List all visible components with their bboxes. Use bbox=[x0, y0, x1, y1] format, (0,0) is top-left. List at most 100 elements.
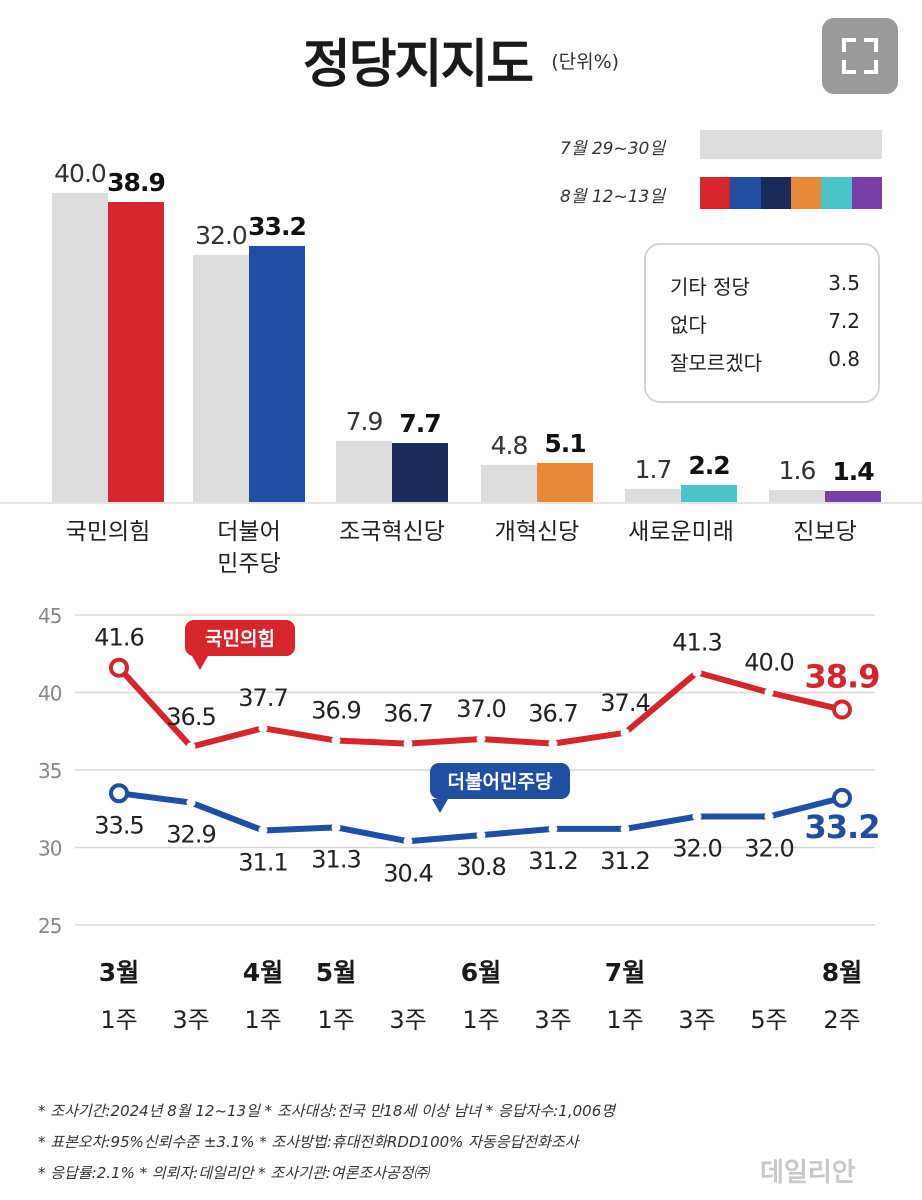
data-point bbox=[331, 736, 341, 746]
footer-line: * 응답률:2.1% * 의뢰자:데일리안 * 조사기관:여론조사공정㈜ bbox=[38, 1164, 429, 1182]
legend-current-label: 8월 12~13일 bbox=[560, 187, 666, 207]
callout-dpk-tail bbox=[432, 799, 448, 813]
bar-current bbox=[392, 442, 448, 502]
party-name: 조국혁신당 bbox=[316, 516, 468, 548]
data-point bbox=[548, 824, 558, 834]
x-month-label: 3월 bbox=[99, 958, 139, 987]
data-point bbox=[331, 822, 341, 832]
data-point bbox=[692, 667, 702, 677]
x-week-label: 3주 bbox=[534, 1006, 571, 1034]
legend-color-chip bbox=[760, 177, 791, 209]
x-week-label: 3주 bbox=[172, 1006, 209, 1034]
other-label: 없다 bbox=[670, 313, 707, 337]
legend-color-chip bbox=[790, 177, 822, 209]
other-label: 잘모르겠다 bbox=[670, 351, 762, 375]
x-month-label: 4월 bbox=[243, 958, 283, 987]
legend-color-chip bbox=[700, 177, 731, 209]
data-point-endpoint bbox=[832, 787, 852, 808]
legend-previous-swatch bbox=[700, 130, 882, 159]
callout-dpk-label: 더불어민주당 bbox=[448, 771, 553, 793]
other-value: 7.2 bbox=[828, 309, 860, 333]
footer-line: * 표본오차:95%신뢰수준 ±3.1% * 조사방법:휴대전화RDD100% … bbox=[38, 1133, 579, 1151]
data-point bbox=[186, 798, 196, 808]
party-name-line: 민주당 bbox=[217, 551, 281, 577]
data-label-ppp: 36.9 bbox=[311, 697, 360, 725]
y-tick-label: 45 bbox=[38, 604, 61, 628]
data-label-dpk: 30.8 bbox=[456, 853, 505, 881]
bar-label-current: 38.9 bbox=[107, 167, 166, 197]
bar-label-current: 5.1 bbox=[544, 428, 586, 458]
party-name-line: 국민의힘 bbox=[65, 519, 151, 545]
data-point bbox=[620, 824, 630, 834]
watermark-logo: 데일리안 bbox=[760, 1158, 856, 1188]
unit-label: (단위%) bbox=[551, 51, 620, 73]
x-week-label: 1주 bbox=[317, 1006, 354, 1034]
data-point bbox=[186, 742, 196, 752]
bar-current bbox=[681, 485, 737, 502]
data-label-dpk: 31.3 bbox=[311, 845, 360, 873]
x-week-label: 1주 bbox=[606, 1006, 643, 1034]
callout-ppp-label: 국민의힘 bbox=[205, 628, 275, 650]
data-label-dpk: 33.2 bbox=[805, 808, 880, 846]
bar-label-current: 1.4 bbox=[832, 457, 874, 487]
party-name: 개혁신당 bbox=[461, 516, 613, 548]
legend-previous-label: 7월 29~30일 bbox=[560, 139, 666, 159]
legend-current-swatch bbox=[700, 177, 882, 209]
data-label-ppp: 36.7 bbox=[528, 700, 577, 728]
bar-previous bbox=[193, 254, 249, 502]
data-point bbox=[476, 830, 486, 840]
bar-current bbox=[249, 245, 305, 502]
bar-current bbox=[537, 462, 593, 502]
data-label-ppp: 36.5 bbox=[166, 703, 215, 731]
data-point bbox=[764, 812, 774, 821]
footer-line: * 조사기간:2024년 8월 12~13일 * 조사대상:전국 만18세 이상… bbox=[38, 1102, 616, 1120]
others-box: 기타 정당 3.5 없다 7.2 잘모르겠다 0.8 bbox=[644, 243, 880, 403]
bar-current bbox=[108, 201, 164, 502]
data-point bbox=[258, 723, 268, 733]
party-name: 국민의힘 bbox=[32, 516, 184, 548]
other-value: 0.8 bbox=[828, 347, 860, 371]
x-week-label: 1주 bbox=[244, 1006, 281, 1034]
data-point bbox=[476, 734, 486, 744]
bar-baseline bbox=[0, 502, 922, 504]
bar-label-previous: 4.8 bbox=[490, 430, 529, 460]
data-point bbox=[403, 836, 413, 846]
data-label-ppp: 38.9 bbox=[805, 658, 880, 696]
data-label-dpk: 31.2 bbox=[600, 847, 649, 875]
callout-dpk-box bbox=[430, 763, 570, 799]
data-label-dpk: 32.9 bbox=[166, 821, 215, 849]
x-month-label: 5월 bbox=[316, 958, 356, 987]
legend-color-chip bbox=[821, 177, 852, 209]
x-month-label: 6월 bbox=[461, 958, 501, 987]
data-label-dpk: 32.0 bbox=[672, 835, 721, 863]
data-point bbox=[258, 825, 268, 835]
bar-label-previous: 1.7 bbox=[634, 454, 673, 484]
data-label-ppp: 37.0 bbox=[456, 695, 505, 723]
x-week-label: 1주 bbox=[462, 1006, 499, 1034]
bar-label-previous: 7.9 bbox=[345, 407, 384, 436]
party-name-line: 새로운미래 bbox=[628, 519, 734, 545]
legend-color-chip bbox=[851, 177, 882, 209]
data-point bbox=[692, 812, 702, 821]
data-label-ppp: 37.4 bbox=[600, 689, 649, 717]
data-point bbox=[548, 739, 558, 749]
y-tick-label: 30 bbox=[38, 837, 62, 861]
party-name-line: 진보당 bbox=[793, 519, 857, 545]
bar-current bbox=[825, 491, 881, 502]
x-month-label: 8월 bbox=[822, 958, 862, 987]
bar-previous bbox=[336, 441, 392, 502]
x-week-label: 1주 bbox=[100, 1006, 137, 1034]
data-label-dpk: 32.0 bbox=[744, 835, 793, 863]
data-point bbox=[403, 739, 413, 749]
bar-label-current: 33.2 bbox=[248, 211, 307, 241]
bar-label-previous: 40.0 bbox=[54, 159, 107, 189]
expand-button[interactable] bbox=[822, 18, 898, 94]
x-week-label: 2주 bbox=[823, 1006, 860, 1034]
y-tick-label: 25 bbox=[38, 914, 61, 938]
legend-color-chip bbox=[730, 177, 761, 209]
callout-ppp-box bbox=[185, 620, 295, 656]
party-name: 새로운미래 bbox=[605, 516, 757, 548]
data-point bbox=[764, 688, 774, 697]
party-name: 진보당 bbox=[749, 516, 901, 548]
line-chart: 45 40 35 30 25 41.6 36.5 37.7 36.9 36.7 37.0 36.7 37… bbox=[38, 604, 880, 1034]
